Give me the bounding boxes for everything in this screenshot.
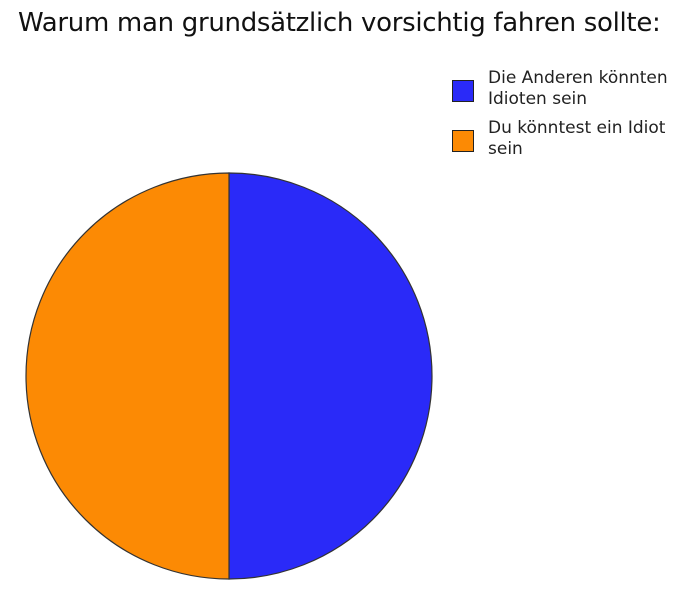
legend-label: Die Anderen könnten Idioten sein <box>488 68 668 109</box>
legend-swatch <box>452 80 474 102</box>
pie-slice <box>228 172 433 580</box>
legend: Die Anderen könnten Idioten sein Du könnt… <box>452 68 692 168</box>
legend-item: Die Anderen könnten Idioten sein <box>452 68 692 110</box>
chart-title: Warum man grundsätzlich vorsichtig fahre… <box>18 8 661 38</box>
pie-slice <box>25 172 230 580</box>
legend-label: Du könntest ein Idiot sein <box>488 118 666 159</box>
legend-swatch <box>452 130 474 152</box>
legend-item: Du könntest ein Idiot sein <box>452 118 692 160</box>
